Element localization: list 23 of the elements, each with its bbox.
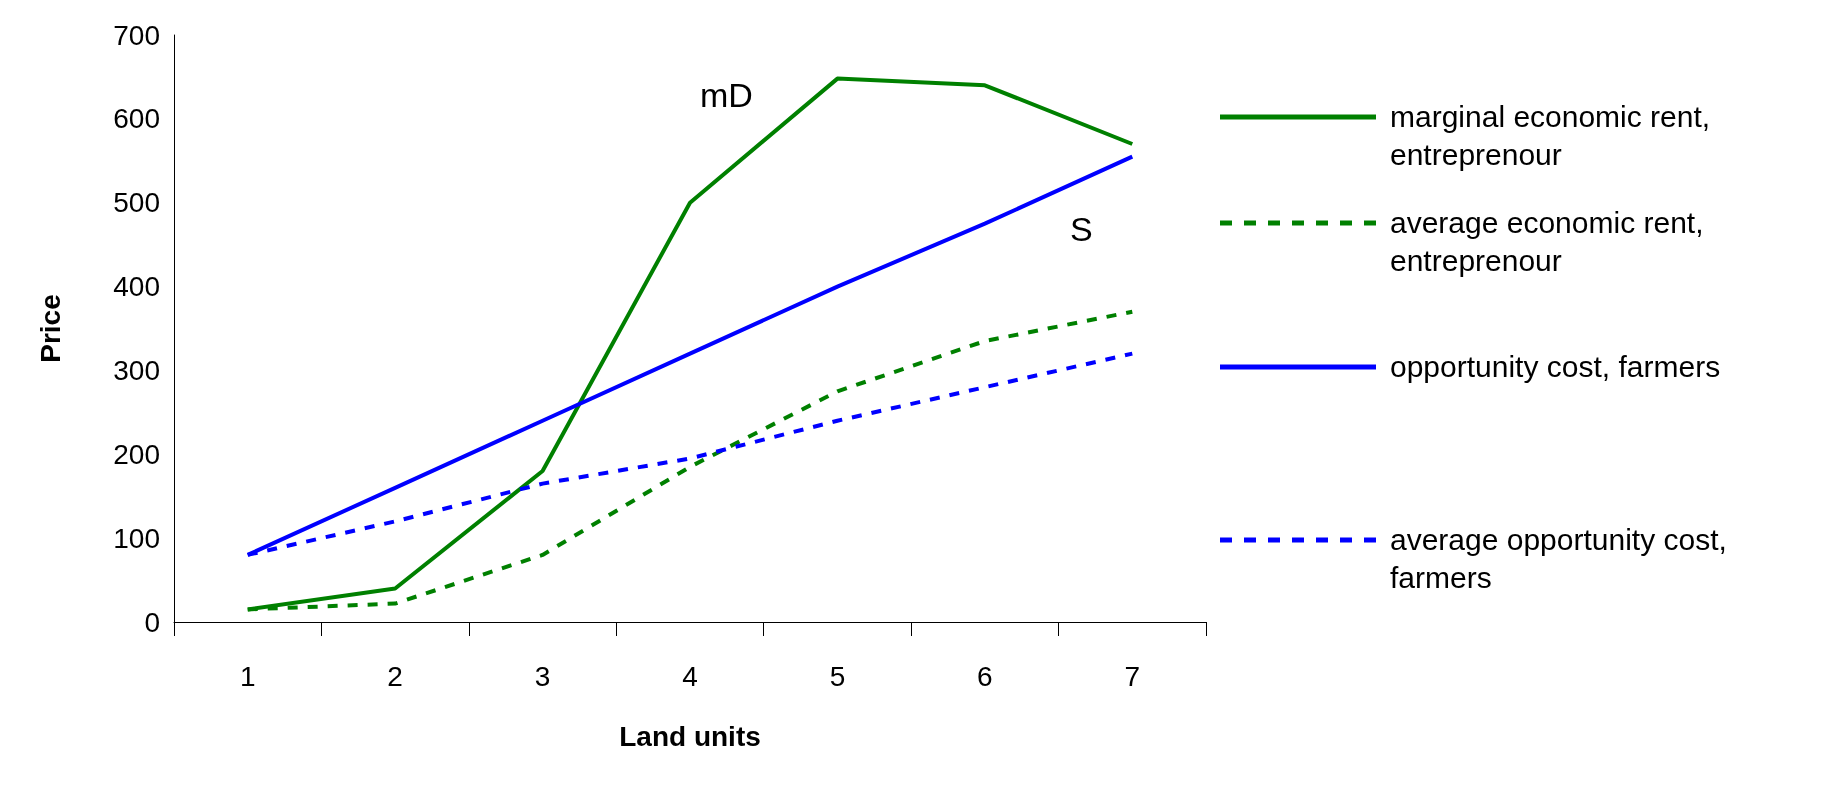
y-tick-label: 600 bbox=[113, 103, 160, 135]
y-axis-title: Price bbox=[34, 294, 66, 363]
y-tick-label: 500 bbox=[113, 187, 160, 219]
y-tick-label: 100 bbox=[113, 522, 160, 554]
x-axis-title: Land units bbox=[619, 720, 761, 752]
x-tick-label: 2 bbox=[387, 660, 403, 692]
legend-label: opportunity cost, farmers bbox=[1390, 349, 1721, 383]
x-tick-label: 3 bbox=[534, 660, 551, 692]
y-tick-label: 700 bbox=[113, 19, 160, 51]
annotation: S bbox=[1070, 210, 1093, 248]
legend-label: marginal economic rent, entreprenour bbox=[1390, 99, 1719, 171]
legend-label: average economic rent, entreprenour bbox=[1390, 205, 1712, 277]
y-tick-label: 400 bbox=[113, 271, 160, 303]
annotation: mD bbox=[700, 76, 753, 114]
y-tick-label: 200 bbox=[113, 438, 160, 470]
x-tick-label: 1 bbox=[239, 660, 256, 692]
y-tick-label: 0 bbox=[144, 606, 160, 638]
x-tick-label: 6 bbox=[977, 660, 993, 692]
x-tick-label: 5 bbox=[829, 660, 846, 692]
x-tick-label: 4 bbox=[682, 660, 698, 692]
legend-label: average opportunity cost, farmers bbox=[1390, 522, 1736, 594]
y-tick-label: 300 bbox=[113, 354, 160, 386]
x-tick-label: 7 bbox=[1124, 660, 1141, 692]
